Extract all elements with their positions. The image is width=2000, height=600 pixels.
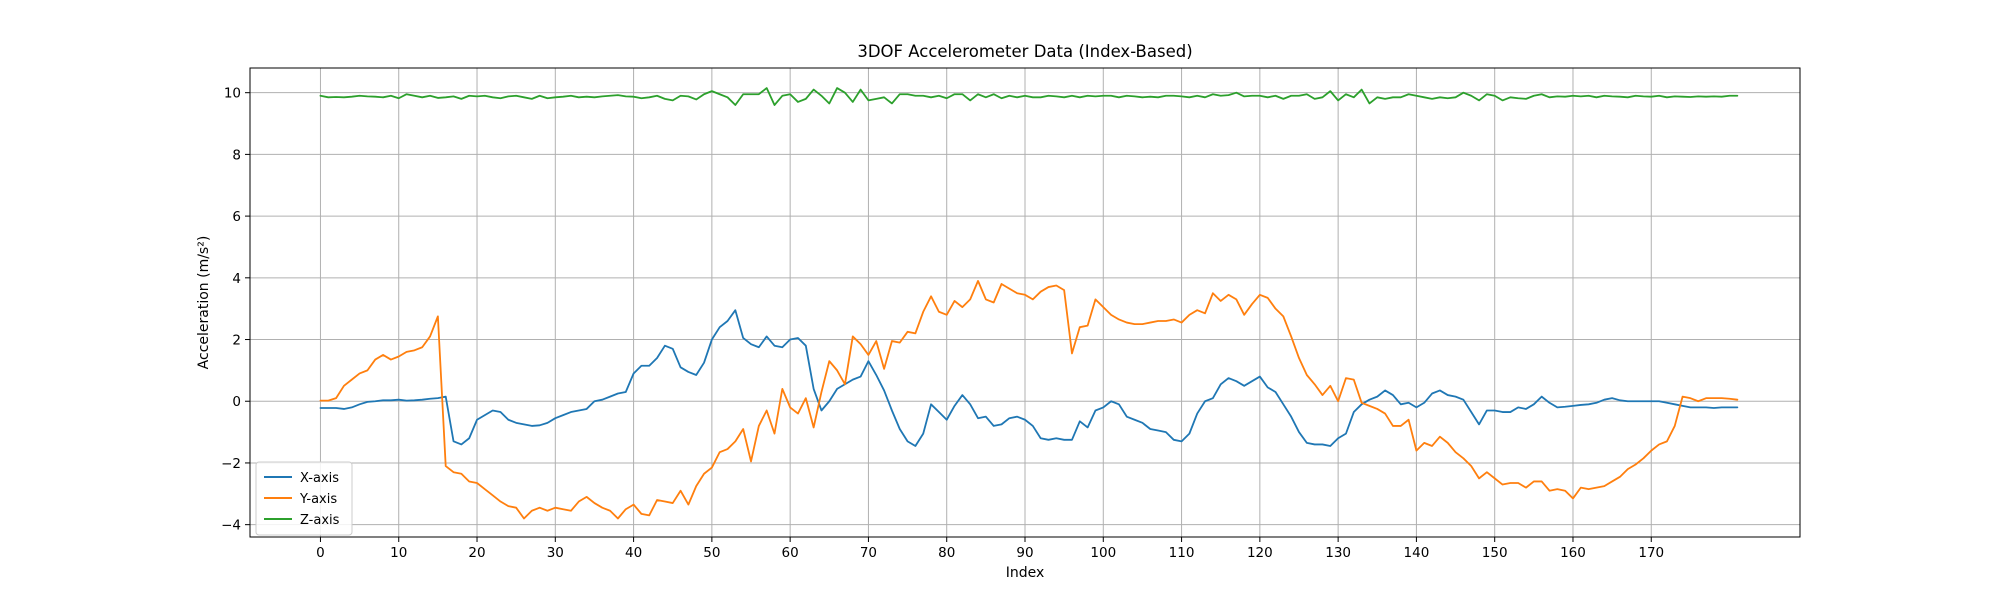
ticks: 0 10 20 30 40 50 60 70 80 90 100 110 120 130 140 150 160… (221, 86, 1664, 561)
x-tick-label: 30 (547, 545, 564, 561)
y-axis-label: Acceleration (m/s²) (196, 236, 212, 370)
y-tick-label: 8 (232, 147, 241, 163)
series-lines (319, 87, 1739, 520)
y-tick-label: 10 (224, 86, 241, 102)
y-tick-label: −2 (221, 456, 241, 472)
x-tick-label: 160 (1560, 545, 1586, 561)
x-axis-label: Index (1006, 565, 1045, 581)
x-tick-label: 100 (1090, 545, 1116, 561)
x-tick-label: 70 (860, 545, 877, 561)
y-tick-label: −4 (221, 518, 241, 534)
x-tick-label: 140 (1404, 545, 1430, 561)
legend-label: Z-axis (300, 513, 340, 528)
x-tick-label: 40 (625, 545, 642, 561)
x-tick-label: 60 (782, 545, 799, 561)
legend-label: X-axis (300, 471, 339, 486)
x-tick-label: 80 (938, 545, 955, 561)
x-tick-label: 10 (390, 545, 407, 561)
x-tick-label: 20 (468, 545, 485, 561)
x-tick-label: 170 (1638, 545, 1664, 561)
legend-box (255, 461, 353, 536)
series-line-x-axis (319, 309, 1739, 447)
y-tick-label: 6 (232, 209, 241, 225)
x-tick-label: 130 (1325, 545, 1351, 561)
x-tick-label: 90 (1016, 545, 1033, 561)
y-tick-label: 4 (232, 271, 241, 287)
grid (250, 68, 1800, 537)
y-tick-label: 0 (232, 394, 241, 410)
x-tick-label: 0 (316, 545, 325, 561)
x-tick-label: 120 (1247, 545, 1273, 561)
x-tick-label: 150 (1482, 545, 1508, 561)
series-line-z-axis (319, 87, 1739, 106)
y-tick-label: 2 (232, 333, 241, 349)
legend-label: Y-axis (299, 492, 337, 507)
x-tick-label: 110 (1169, 545, 1195, 561)
legend: X-axis Y-axis Z-axis (255, 461, 353, 536)
series-line-y-axis (319, 279, 1739, 520)
chart-title: 3DOF Accelerometer Data (Index-Based) (857, 42, 1192, 61)
x-tick-label: 50 (703, 545, 720, 561)
